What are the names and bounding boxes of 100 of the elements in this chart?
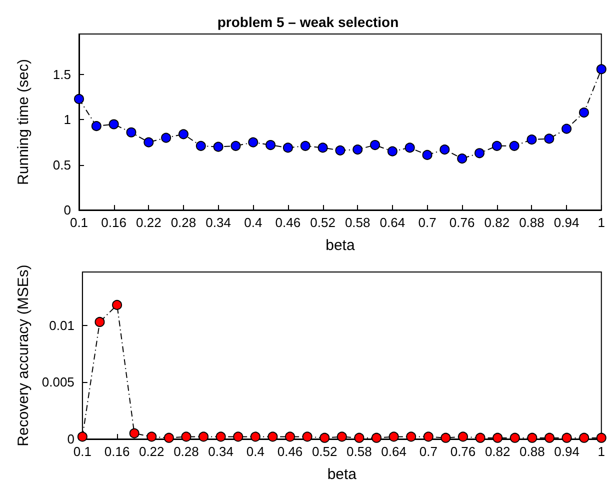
x-tick-label: 0.58: [346, 444, 372, 459]
x-axis-title: beta: [326, 237, 356, 254]
point: [474, 148, 484, 158]
point: [144, 137, 154, 148]
point: [318, 142, 328, 153]
point: [178, 129, 188, 140]
point: [74, 94, 84, 104]
point: [196, 140, 206, 151]
point: [387, 146, 398, 156]
point: [335, 145, 346, 156]
point: [300, 140, 310, 151]
y-tick-label: 0.5: [52, 157, 71, 172]
point: [181, 432, 192, 442]
point: [164, 432, 174, 443]
point: [285, 432, 296, 442]
x-tick-label: 0.28: [170, 215, 196, 230]
point: [213, 142, 224, 152]
point: [562, 432, 572, 443]
x-axis-title: beta: [327, 466, 358, 483]
point: [372, 432, 382, 443]
y-tick-label: 0.005: [42, 374, 74, 390]
point: [422, 150, 432, 160]
point: [458, 432, 468, 442]
y-axis-title: Running time (sec): [15, 59, 32, 185]
point: [578, 108, 589, 118]
x-tick-label: 0.34: [208, 444, 234, 459]
y-tick-label: 0: [67, 432, 74, 446]
point: [161, 132, 172, 143]
point: [230, 140, 241, 151]
point: [77, 432, 88, 442]
point: [562, 124, 572, 134]
point: [302, 432, 312, 442]
y-tick-label: 0: [64, 202, 71, 218]
x-tick-label: 0.46: [275, 215, 301, 230]
point: [268, 432, 278, 442]
point: [388, 432, 399, 442]
point: [406, 432, 416, 442]
point: [544, 432, 554, 443]
x-tick-label: 0.82: [484, 444, 510, 459]
point: [457, 154, 468, 164]
point: [527, 432, 538, 443]
point: [336, 432, 347, 442]
point: [492, 140, 502, 151]
x-tick-label: 0.94: [554, 215, 580, 230]
x-tick-label: 0.64: [380, 215, 406, 230]
point: [440, 144, 450, 155]
point: [146, 432, 157, 442]
point: [352, 144, 363, 155]
x-tick-label: 0.58: [344, 215, 370, 230]
point: [216, 432, 226, 442]
x-tick-label: 0.94: [554, 444, 580, 459]
point: [404, 142, 415, 153]
y-tick-label: 1: [64, 112, 71, 128]
point: [126, 127, 136, 138]
point: [91, 121, 102, 132]
x-tick-label: 0.4: [246, 444, 264, 459]
point: [526, 134, 537, 145]
point: [250, 432, 260, 442]
x-tick-label: 0.88: [519, 215, 544, 230]
point: [370, 140, 380, 150]
point: [475, 432, 486, 443]
x-tick-label: 0.7: [418, 215, 436, 230]
y-axis-title: Recovery accuracy (MSEs): [15, 264, 32, 446]
x-tick-label: 0.1: [70, 215, 88, 230]
point: [108, 119, 119, 130]
x-tick-label: 0.64: [381, 444, 406, 459]
x-tick-label: 0.16: [104, 444, 130, 459]
x-tick-label: 1: [598, 215, 605, 230]
point: [233, 432, 244, 442]
point: [544, 134, 554, 144]
chart-title: problem 5 – weak selection: [217, 14, 399, 30]
x-tick-label: 0.76: [449, 215, 475, 230]
point: [320, 432, 330, 443]
point: [596, 64, 606, 74]
x-tick-label: 0.76: [450, 444, 476, 459]
point: [510, 432, 520, 443]
x-tick-label: 0.46: [277, 444, 303, 459]
x-tick-label: 0.22: [136, 215, 162, 230]
x-tick-label: 0.4: [244, 215, 262, 230]
point: [198, 432, 209, 442]
point: [129, 428, 140, 438]
point: [94, 316, 105, 327]
x-tick-label: 0.7: [419, 444, 438, 459]
point: [492, 432, 503, 443]
x-tick-label: 0.22: [138, 444, 164, 459]
x-tick-label: 0.52: [310, 215, 336, 230]
point: [248, 137, 258, 148]
x-tick-label: 0.1: [73, 444, 92, 459]
point: [423, 432, 434, 442]
point: [112, 300, 122, 310]
point: [354, 432, 364, 443]
x-tick-label: 0.82: [484, 215, 510, 230]
point: [266, 140, 276, 150]
y-tick-label: 0.01: [49, 318, 74, 333]
x-tick-label: 0.28: [174, 444, 199, 459]
point: [440, 432, 451, 443]
y-tick-label: 1.5: [52, 67, 71, 82]
point: [596, 432, 606, 443]
x-tick-label: 0.16: [101, 215, 126, 230]
x-tick-label: 0.34: [206, 215, 231, 230]
